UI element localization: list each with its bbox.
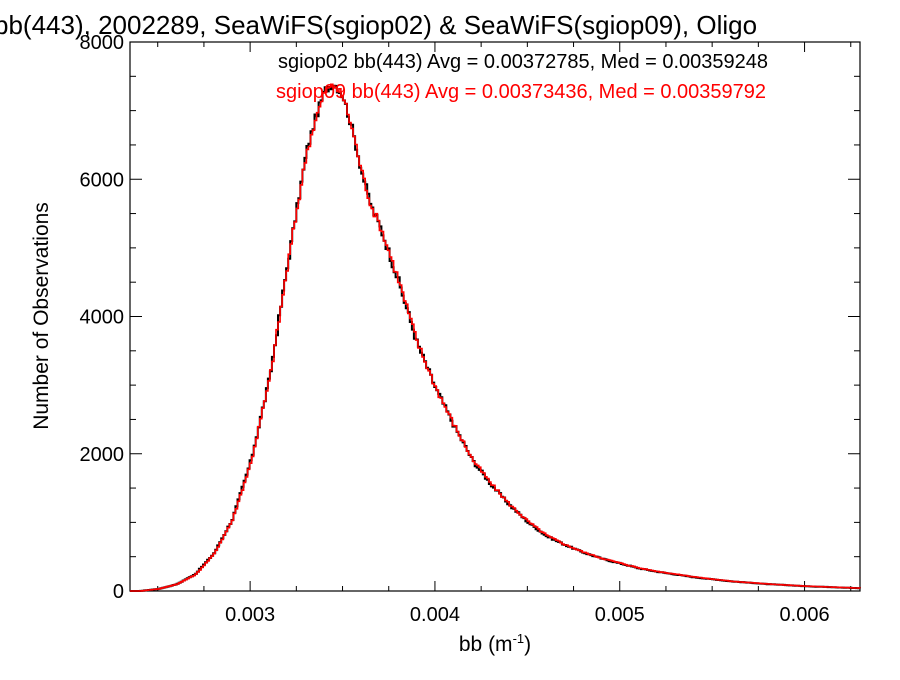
chart-title: bb(443), 2002289, SeaWiFS(sgiop02) & Sea…	[0, 10, 757, 40]
y-tick-label: 6000	[80, 169, 125, 191]
x-tick-label: 0.004	[410, 604, 460, 626]
x-tick-label: 0.003	[225, 604, 275, 626]
x-axis-title-text: bb (m	[459, 633, 513, 656]
x-axis-title: bb (m-1)	[459, 631, 531, 656]
series-lines	[130, 83, 861, 592]
y-tick-label: 2000	[80, 444, 125, 466]
x-tick-label: 0.005	[595, 604, 645, 626]
y-tick-label: 4000	[80, 307, 125, 329]
annotation-sgiop02: sgiop02 bb(443) Avg = 0.00372785, Med = …	[278, 51, 768, 73]
x-axis-title-close: )	[524, 633, 531, 656]
x-axis: 0.003 0.004 0.005 0.006	[157, 42, 852, 626]
series-line-sgiop09	[130, 83, 861, 592]
y-axis: 0 2000 4000 6000 8000	[80, 32, 860, 603]
y-tick-label: 8000	[80, 32, 125, 54]
x-tick-label: 0.006	[780, 604, 830, 626]
y-axis-title: Number of Observations	[30, 202, 53, 430]
annotation-sgiop09: sgiop09 bb(443) Avg = 0.00373436, Med = …	[276, 81, 766, 103]
x-axis-title-exponent: -1	[513, 631, 525, 646]
y-tick-label: 0	[113, 581, 124, 603]
